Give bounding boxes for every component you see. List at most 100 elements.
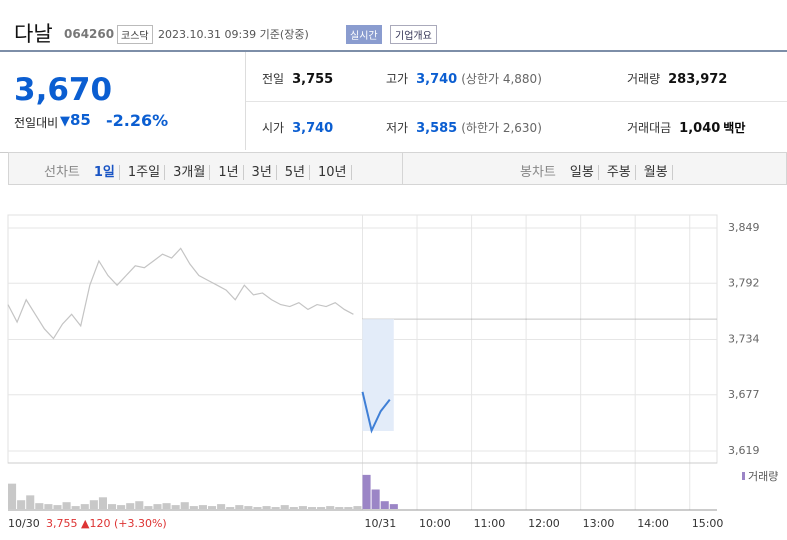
y-tick-label: 3,849 [728, 221, 760, 234]
tab[interactable]: 1주일 [123, 165, 166, 180]
volume-bar [389, 504, 398, 509]
tab[interactable]: 월봉 [639, 165, 673, 180]
volume-bar [107, 504, 117, 509]
stat-label: 저가 [386, 121, 409, 135]
tab[interactable]: 1일 [89, 165, 120, 180]
tab[interactable]: 10년 [314, 165, 352, 180]
x-tick-label: 12:00 [528, 517, 560, 530]
volume-bar [280, 505, 289, 509]
stat: 전일 3,755 [262, 70, 333, 87]
volume-bar [117, 505, 126, 509]
volume-bar [289, 507, 298, 509]
stat: 시가 3,740 [262, 119, 333, 136]
volume-bar [35, 503, 44, 509]
divider [245, 52, 246, 150]
x-tick-label: 14:00 [637, 517, 669, 530]
stat: 저가 3,585 (하한가 2,630) [386, 119, 542, 136]
stock-name: 다날 [14, 22, 53, 46]
volume-bar [26, 495, 35, 509]
volume-bar [180, 502, 189, 509]
stat-value: 3,585 [416, 121, 458, 136]
change-rate: -2.26% [106, 111, 169, 130]
stat: 거래대금 1,040 백만 [627, 119, 745, 136]
change: ▼85 [60, 111, 91, 129]
volume-bar [189, 506, 198, 509]
company-button[interactable]: 기업개요 [390, 25, 437, 44]
current-price: 3,670 [14, 72, 113, 108]
y-tick-label: 3,677 [728, 388, 760, 401]
volume-bar [317, 507, 326, 509]
x-tick-label: 11:00 [474, 517, 506, 530]
volume-bar [162, 503, 171, 509]
volume-bar [171, 505, 180, 509]
volume-bar [135, 501, 144, 509]
stat-value: 3,740 [292, 121, 334, 136]
volume-bar [298, 506, 307, 509]
volume-bar [271, 507, 280, 509]
stat: 거래량 283,972 [627, 70, 727, 87]
stat-value: 3,755 [292, 72, 334, 87]
realtime-button[interactable]: 실시간 [346, 25, 382, 44]
volume-bar [126, 503, 135, 509]
x-tick-label: 10/30 [8, 517, 40, 530]
volume-bar [362, 474, 371, 509]
volume-bar [44, 504, 53, 509]
tab[interactable]: 일봉 [565, 165, 599, 180]
volume-bar [17, 500, 26, 509]
divider [246, 101, 787, 102]
y-tick-label: 3,619 [728, 444, 760, 457]
stat-label: 거래대금 [627, 121, 672, 135]
tab[interactable]: 주봉 [602, 165, 636, 180]
volume-bar [244, 506, 253, 509]
stat-label: 시가 [262, 121, 285, 135]
volume-bar [380, 501, 389, 509]
volume-bar [53, 505, 62, 509]
price-line [361, 391, 391, 434]
stat-note: (하한가 2,630) [461, 121, 542, 135]
stat-value: 283,972 [668, 72, 728, 87]
tab[interactable]: 1년 [214, 165, 244, 180]
change-value: 85 [70, 111, 91, 129]
volume-bar [262, 506, 271, 509]
volume-bar [217, 504, 226, 509]
legend-swatch [742, 472, 745, 480]
footer-prev: 3,755 [46, 517, 78, 530]
volume-bar [98, 497, 107, 509]
volume-bar [153, 504, 162, 509]
x-tick-label: 10/31 [365, 517, 397, 530]
volume-bar [226, 507, 235, 509]
x-tick-label: 10:00 [419, 517, 451, 530]
volume-bar [8, 483, 17, 509]
footer: 3,755 ▲120 (+3.30%) [8, 517, 167, 530]
tab[interactable]: 3년 [247, 165, 277, 180]
stock-code: 064260 [64, 27, 115, 41]
stat-label: 고가 [386, 72, 409, 86]
volume-bar [89, 500, 98, 509]
tab[interactable]: 5년 [280, 165, 311, 180]
divider [402, 152, 403, 185]
volume-bar [62, 502, 71, 509]
y-tick-label: 3,792 [728, 276, 760, 289]
stat-unit: 백만 [723, 121, 746, 135]
x-tick-label: 13:00 [583, 517, 615, 530]
stat: 고가 3,740 (상한가 4,880) [386, 70, 542, 87]
volume-bar [253, 507, 262, 509]
tab[interactable]: 3개월 [169, 165, 211, 180]
volume-bar [335, 507, 344, 509]
tab-group-label: 봉차트 [520, 165, 556, 180]
volume-bar [353, 506, 362, 509]
stat-label: 전일 [262, 72, 285, 86]
legend-label: 거래량 [748, 470, 778, 483]
x-tick-label: 15:00 [692, 517, 724, 530]
volume-bar [198, 505, 207, 509]
stat-label: 거래량 [627, 72, 661, 86]
market-badge: 코스닥 [117, 25, 153, 44]
volume-bar [235, 505, 244, 509]
volume-bar [144, 506, 153, 509]
footer-change: ▲120 [81, 517, 111, 530]
change-label: 전일대비 [14, 116, 59, 130]
volume-bar [207, 506, 217, 509]
footer-rate: (+3.30%) [113, 517, 167, 530]
